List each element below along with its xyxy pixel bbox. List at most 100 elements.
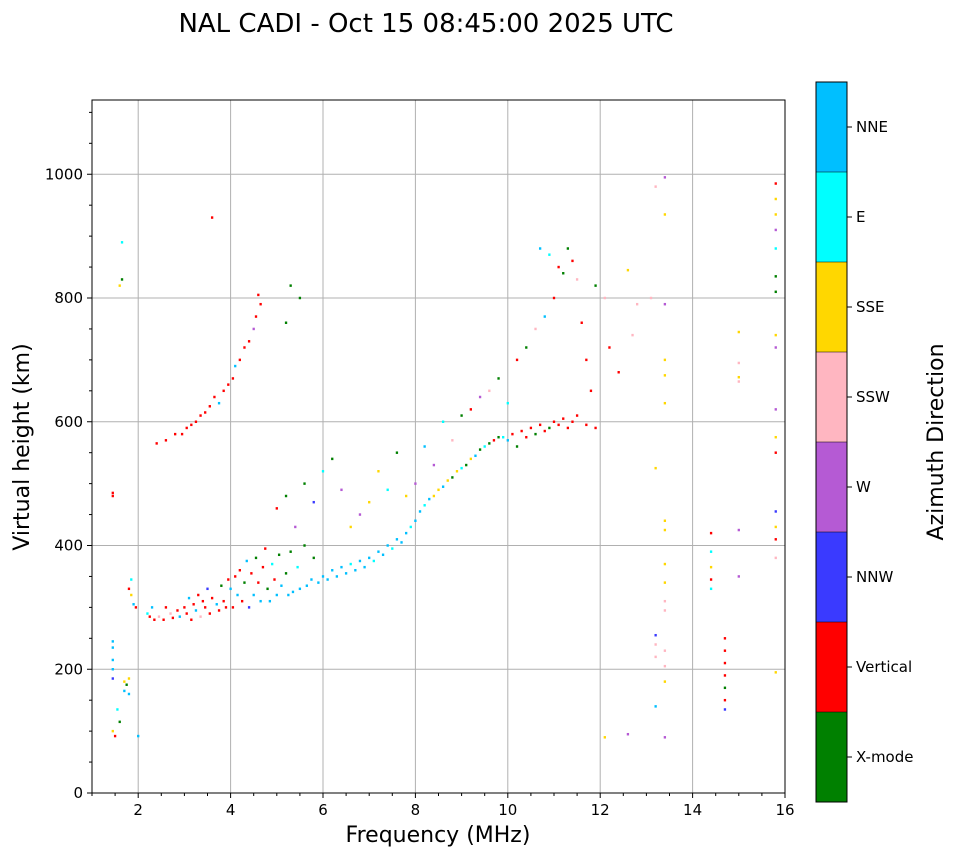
echo-point — [469, 457, 472, 461]
echo-point — [405, 494, 408, 498]
echo-point — [432, 463, 436, 467]
echo-point — [594, 426, 597, 430]
echo-point — [252, 593, 255, 597]
echo-point — [257, 293, 260, 297]
echo-point — [423, 445, 426, 448]
echo-point — [774, 247, 777, 250]
echo-point — [305, 584, 308, 587]
echo-point — [663, 649, 667, 652]
echo-point — [626, 732, 630, 736]
echo-point — [575, 414, 579, 417]
colorbar-segment — [816, 172, 847, 262]
echo-point — [259, 599, 262, 603]
echo-point — [774, 346, 777, 349]
echo-point — [349, 525, 352, 529]
echo-point — [284, 494, 288, 498]
echo-point — [220, 584, 223, 587]
colorbar-frame — [815, 81, 848, 803]
echo-point — [204, 606, 207, 609]
echo-point — [132, 603, 135, 606]
y-tick-label: 200 — [54, 660, 83, 678]
echo-point — [723, 698, 727, 702]
echo-point — [774, 408, 777, 411]
echo-point — [488, 389, 491, 393]
echo-point — [737, 361, 740, 365]
echo-point — [243, 581, 246, 584]
echo-point — [723, 637, 727, 640]
echo-point — [428, 497, 431, 501]
colorbar-segment — [816, 622, 847, 712]
echo-point — [197, 593, 200, 597]
echo-point — [709, 587, 713, 591]
echo-point — [250, 572, 253, 575]
echo-point — [386, 544, 389, 547]
echo-point — [589, 389, 593, 393]
data-points — [111, 176, 777, 739]
echo-point — [194, 609, 198, 612]
echo-point — [321, 470, 325, 473]
echo-point — [774, 333, 777, 337]
echo-point — [617, 371, 620, 374]
echo-point — [317, 581, 320, 584]
echo-point — [247, 606, 251, 609]
echo-point — [654, 655, 657, 659]
echo-point — [284, 572, 288, 575]
echo-point — [238, 358, 241, 362]
echo-point — [217, 609, 221, 612]
echo-point — [432, 494, 436, 498]
echo-point — [298, 587, 302, 591]
echo-point — [663, 528, 667, 532]
echo-point — [603, 296, 606, 300]
echo-point — [455, 470, 459, 473]
x-tick-label: 14 — [683, 801, 702, 819]
echo-point — [146, 612, 149, 615]
echo-point — [654, 643, 657, 646]
echo-point — [185, 426, 188, 430]
echo-point — [774, 671, 777, 674]
echo-point — [192, 603, 195, 606]
echo-point — [636, 302, 639, 306]
echo-point — [111, 494, 114, 498]
echo-point — [266, 587, 269, 591]
echo-point — [271, 562, 274, 566]
echo-point — [663, 609, 667, 612]
echo-point — [525, 435, 528, 439]
y-tick-label: 400 — [54, 537, 83, 555]
echo-point — [273, 578, 276, 581]
echo-point — [663, 581, 667, 584]
colorbar-label: X-mode — [856, 748, 913, 766]
echo-point — [562, 272, 565, 275]
echo-point — [127, 677, 131, 680]
echo-point — [354, 569, 357, 572]
echo-point — [663, 176, 667, 179]
echo-point — [335, 575, 339, 578]
echo-point — [164, 606, 168, 609]
echo-point — [774, 451, 777, 454]
colorbar-label: E — [856, 208, 865, 226]
x-tick-label: 6 — [318, 801, 328, 819]
echo-point — [164, 439, 168, 442]
echo-point — [460, 466, 463, 470]
echo-point — [414, 519, 417, 522]
echo-point — [372, 559, 375, 563]
echo-point — [626, 268, 630, 272]
colorbar: X-mode Vertical NNW W SSW SSE E NNE — [815, 81, 913, 803]
echo-point — [474, 454, 477, 458]
echo-point — [774, 182, 777, 185]
echo-point — [571, 259, 574, 263]
echo-point — [654, 466, 657, 470]
echo-point — [123, 689, 126, 693]
echo-point — [441, 420, 445, 423]
echo-point — [326, 578, 329, 581]
y-tick-label: 1000 — [45, 165, 83, 183]
echo-point — [395, 538, 399, 541]
echo-point — [252, 327, 255, 331]
echo-point — [227, 578, 230, 581]
echo-point — [187, 596, 191, 600]
y-tick-label: 0 — [73, 784, 83, 802]
echo-point — [774, 290, 777, 294]
echo-point — [236, 593, 239, 597]
colorbar-segment — [816, 712, 847, 802]
echo-point — [312, 500, 315, 504]
